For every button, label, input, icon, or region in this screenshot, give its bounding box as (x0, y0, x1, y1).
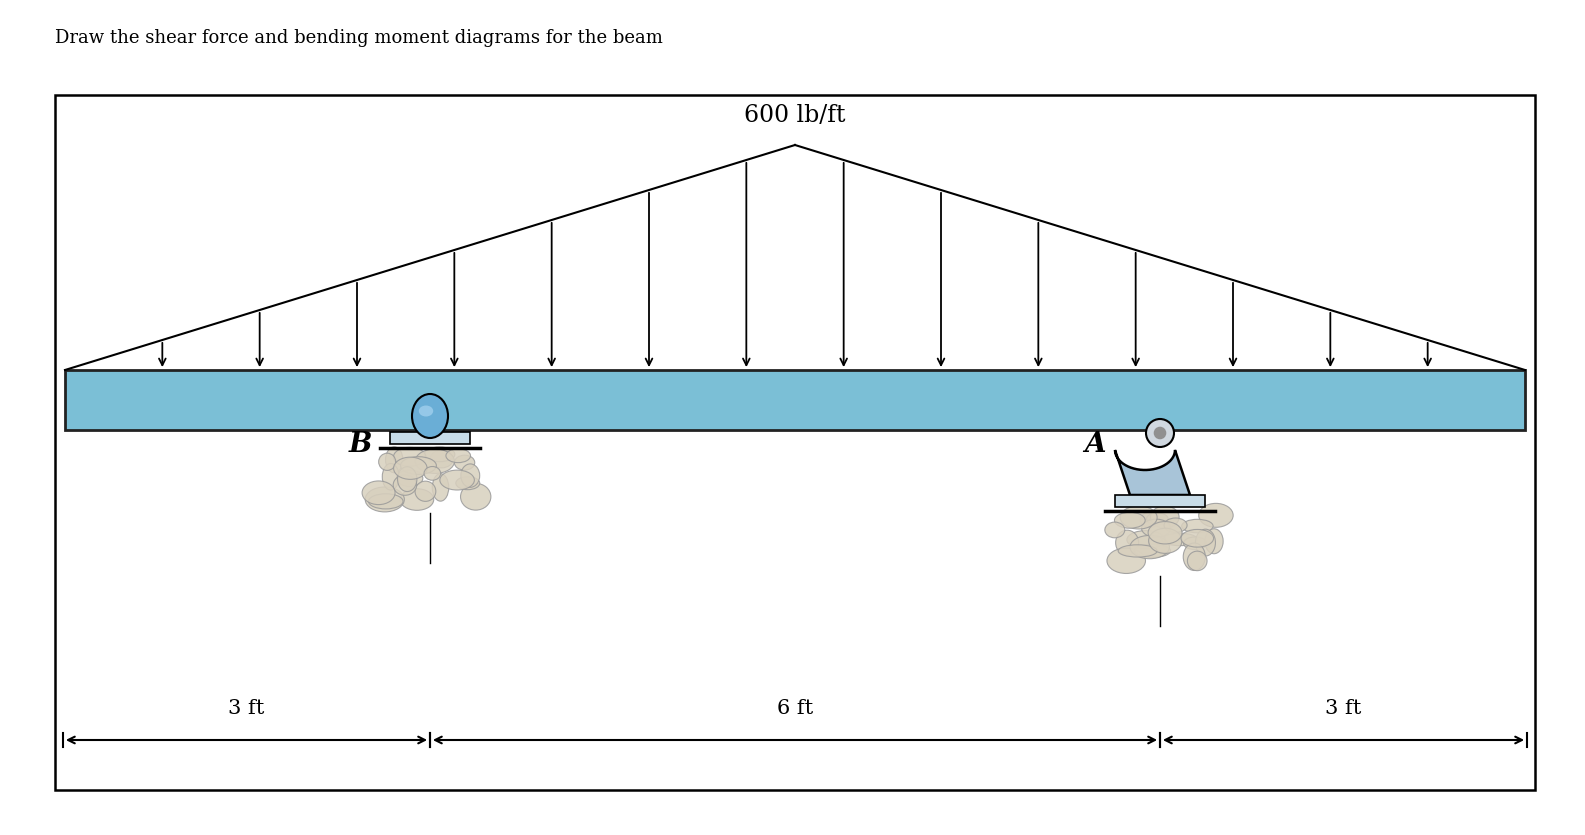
Text: Draw the shear force and bending moment diagrams for the beam: Draw the shear force and bending moment … (55, 29, 663, 47)
Ellipse shape (433, 473, 449, 501)
Ellipse shape (368, 493, 403, 509)
Text: 3 ft: 3 ft (1325, 699, 1362, 718)
Ellipse shape (430, 450, 453, 468)
Ellipse shape (385, 447, 403, 473)
Ellipse shape (1198, 504, 1233, 528)
Ellipse shape (396, 470, 423, 487)
Ellipse shape (393, 457, 426, 479)
Bar (390, 432, 471, 444)
Ellipse shape (1182, 519, 1213, 533)
Ellipse shape (1163, 518, 1187, 533)
Ellipse shape (379, 453, 396, 470)
Ellipse shape (1187, 551, 1208, 570)
Ellipse shape (382, 463, 399, 490)
Ellipse shape (1117, 544, 1157, 557)
Ellipse shape (393, 448, 426, 467)
Ellipse shape (1149, 529, 1182, 554)
Polygon shape (1114, 450, 1190, 495)
Ellipse shape (1127, 530, 1165, 549)
Ellipse shape (425, 467, 441, 480)
Ellipse shape (1184, 537, 1206, 549)
Ellipse shape (365, 487, 404, 512)
Ellipse shape (399, 488, 434, 510)
Text: A: A (1084, 432, 1106, 458)
Ellipse shape (1151, 506, 1179, 529)
Circle shape (1146, 419, 1174, 447)
Ellipse shape (461, 483, 491, 510)
Ellipse shape (1116, 530, 1138, 555)
Text: 3 ft: 3 ft (228, 699, 265, 718)
Ellipse shape (1114, 513, 1146, 529)
Ellipse shape (401, 457, 436, 474)
Ellipse shape (1121, 506, 1157, 529)
Ellipse shape (1146, 513, 1168, 525)
Bar (55, 95, 1534, 790)
Ellipse shape (1106, 548, 1146, 574)
Ellipse shape (1195, 529, 1216, 556)
Ellipse shape (1162, 534, 1198, 545)
Ellipse shape (1130, 535, 1170, 559)
Ellipse shape (425, 447, 455, 462)
Bar (65, 370, 1525, 430)
Ellipse shape (415, 481, 436, 501)
Ellipse shape (412, 394, 449, 438)
Ellipse shape (1140, 512, 1160, 528)
Text: 6 ft: 6 ft (777, 699, 813, 718)
Ellipse shape (361, 481, 395, 504)
Ellipse shape (456, 477, 480, 489)
Ellipse shape (1181, 529, 1214, 547)
Text: 600 lb/ft: 600 lb/ft (745, 104, 846, 127)
Text: B: B (349, 432, 372, 458)
Ellipse shape (1105, 522, 1125, 538)
Circle shape (1154, 427, 1167, 439)
Ellipse shape (418, 406, 433, 417)
Ellipse shape (1184, 543, 1205, 570)
Ellipse shape (1148, 522, 1182, 544)
Ellipse shape (461, 464, 480, 488)
Ellipse shape (445, 448, 471, 463)
Ellipse shape (1205, 529, 1224, 554)
Ellipse shape (415, 449, 455, 473)
Ellipse shape (455, 455, 476, 470)
Ellipse shape (398, 467, 417, 492)
Ellipse shape (1135, 544, 1171, 558)
Bar (1114, 495, 1205, 507)
Ellipse shape (441, 470, 474, 490)
Ellipse shape (393, 475, 417, 495)
Ellipse shape (1141, 519, 1171, 537)
